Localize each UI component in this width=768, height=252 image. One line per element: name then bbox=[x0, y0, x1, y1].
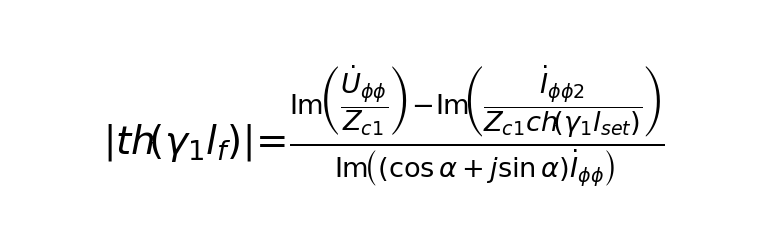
Text: $\left|th\!\left(\gamma_1 l_f\right)\right|\!=\!\frac{\mathrm{Im}\!\left(\dfrac{: $\left|th\!\left(\gamma_1 l_f\right)\rig… bbox=[103, 63, 665, 189]
